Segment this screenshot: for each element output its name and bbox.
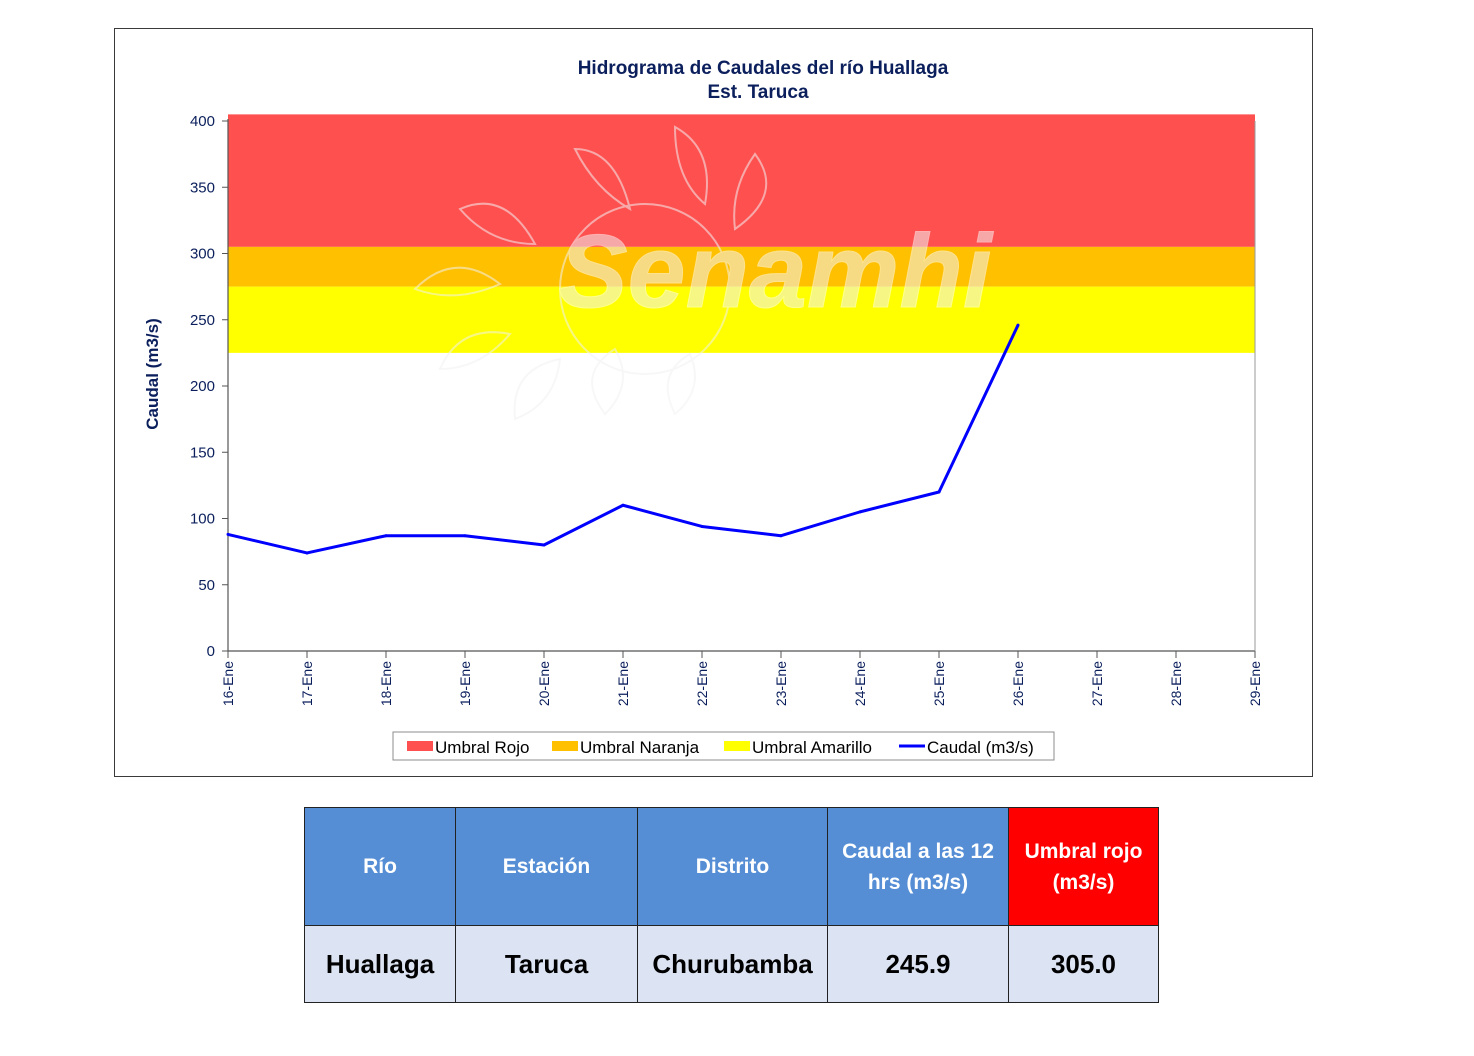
hydrograph-chart: Hidrograma de Caudales del río Huallaga … [143, 58, 1263, 761]
y-tick-label: 300 [190, 246, 215, 263]
legend-swatch-naranja [552, 741, 578, 751]
cell-estacion: Taruca [455, 925, 638, 1003]
data-point [1016, 323, 1020, 327]
summary-table: Río Estación Distrito Caudal a las 12 hr… [304, 807, 1159, 1003]
cell-rio: Huallaga [304, 925, 456, 1003]
y-tick-label: 350 [190, 179, 215, 196]
table-header-row: Río Estación Distrito Caudal a las 12 hr… [304, 807, 1159, 926]
y-tick-labels: 0 50 100 150 200 250 300 350 400 [190, 113, 215, 660]
data-point [621, 503, 625, 507]
y-tick-label: 150 [190, 444, 215, 461]
axes [222, 119, 1256, 658]
legend: Umbral Rojo Umbral Naranja Umbral Amaril… [392, 731, 1055, 761]
x-tick-label: 17-Ene [299, 661, 315, 706]
data-point [542, 543, 546, 547]
data-point [858, 510, 862, 514]
x-tick-label: 25-Ene [931, 661, 947, 706]
x-tick-label: 28-Ene [1168, 661, 1184, 706]
chart-frame: Hidrograma de Caudales del río Huallaga … [114, 28, 1313, 777]
x-tick-label: 26-Ene [1010, 661, 1026, 706]
legend-label-rojo: Umbral Rojo [435, 738, 529, 757]
cell-caudal: 245.9 [827, 925, 1009, 1003]
chart-title: Hidrograma de Caudales del río Huallaga [578, 58, 949, 79]
x-tick-labels: 16-Ene 17-Ene 18-Ene 19-Ene 20-Ene 21-Ene 22-E… [220, 661, 1263, 706]
y-tick-label: 250 [190, 312, 215, 329]
chart-subtitle: Est. Taruca [707, 82, 808, 103]
data-point [700, 524, 704, 528]
table-row: Huallaga Taruca Churubamba 245.9 305.0 [304, 925, 1159, 1003]
band-2 [228, 286, 1255, 353]
senamhi-watermark: Senamhi [413, 125, 994, 421]
x-tick-label: 21-Ene [615, 661, 631, 706]
legend-box [392, 731, 1055, 761]
legend-swatch-rojo [407, 741, 433, 751]
x-tick-label: 20-Ene [536, 661, 552, 706]
x-tick-label: 23-Ene [773, 661, 789, 706]
legend-label-caudal: Caudal (m3/s) [927, 738, 1034, 757]
data-point [779, 534, 783, 538]
band-1 [228, 246, 1255, 287]
legend-label-amarillo: Umbral Amarillo [752, 738, 872, 757]
cell-distrito: Churubamba [637, 925, 828, 1003]
x-tick-label: 16-Ene [220, 661, 236, 706]
series-line-caudal [227, 324, 1020, 555]
header-caudal: Caudal a las 12 hrs (m3/s) [827, 807, 1009, 926]
y-tick-label: 0 [207, 643, 215, 660]
legend-label-naranja: Umbral Naranja [580, 738, 700, 757]
data-point [937, 490, 941, 494]
x-tick-label: 18-Ene [378, 661, 394, 706]
x-tick-label: 22-Ene [694, 661, 710, 706]
y-tick-label: 100 [190, 511, 215, 528]
cell-umbral-rojo: 305.0 [1008, 925, 1159, 1003]
header-distrito: Distrito [637, 807, 828, 926]
data-point [384, 534, 388, 538]
header-rio: Río [304, 807, 456, 926]
y-tick-label: 400 [190, 113, 215, 130]
x-tick-label: 27-Ene [1089, 661, 1105, 706]
threshold-bands [228, 114, 1255, 353]
header-estacion: Estación [455, 807, 638, 926]
y-axis-label: Caudal (m3/s) [143, 318, 162, 429]
data-point [226, 532, 230, 536]
x-tick-label: 29-Ene [1247, 661, 1263, 706]
x-tick-label: 24-Ene [852, 661, 868, 706]
series-caudal [226, 323, 1020, 555]
watermark-text: Senamhi [558, 214, 994, 330]
legend-swatch-amarillo [724, 741, 750, 751]
header-umbral-rojo: Umbral rojo (m3/s) [1008, 807, 1159, 926]
data-point [463, 534, 467, 538]
y-tick-label: 200 [190, 378, 215, 395]
y-tick-label: 50 [198, 577, 215, 594]
data-point [305, 551, 309, 555]
x-tick-label: 19-Ene [457, 661, 473, 706]
